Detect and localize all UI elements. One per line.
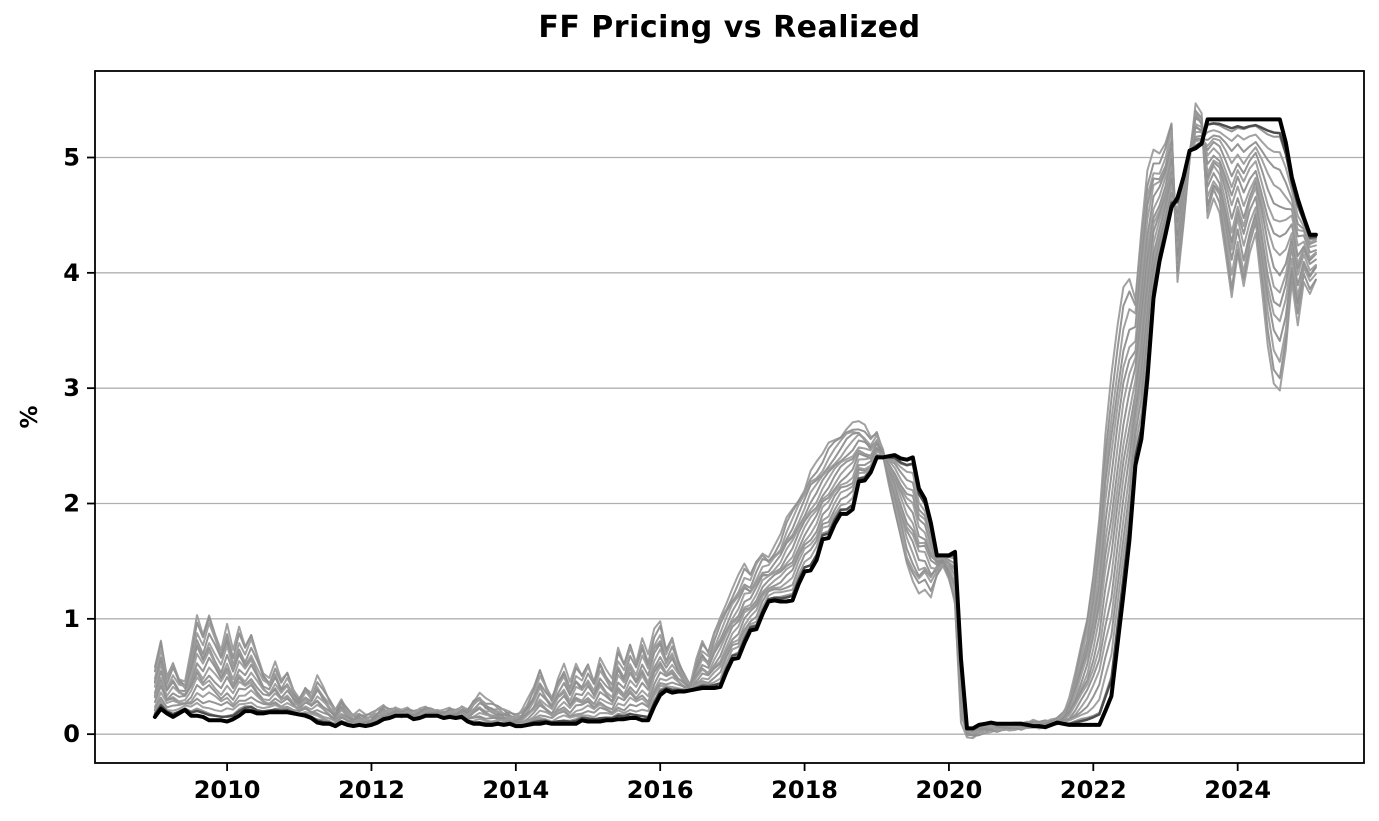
x-tick-label: 2020 <box>916 776 983 804</box>
x-tick-label: 2018 <box>771 776 838 804</box>
pricing-line <box>153 129 1317 732</box>
x-tick-label: 2010 <box>194 776 261 804</box>
x-tick-label: 2022 <box>1060 776 1127 804</box>
plot-border <box>94 70 1365 764</box>
y-tick-label: 3 <box>63 374 80 402</box>
y-tick-label: 0 <box>63 720 80 748</box>
y-tick-label: 4 <box>63 259 80 287</box>
y-axis-label: % <box>17 405 43 429</box>
x-tick-label: 2024 <box>1204 776 1271 804</box>
y-tick-label: 2 <box>63 490 80 518</box>
pricing-line <box>153 112 1317 737</box>
chart-title: FF Pricing vs Realized <box>538 10 921 45</box>
pricing-line <box>153 124 1317 733</box>
pricing-line <box>153 126 1317 735</box>
x-tick-label: 2016 <box>627 776 694 804</box>
x-tick-label: 2014 <box>482 776 549 804</box>
x-tick-label: 2012 <box>338 776 405 804</box>
realized-line <box>152 117 1318 731</box>
pricing-line <box>153 134 1317 731</box>
y-tick-label: 1 <box>63 605 80 633</box>
y-tick-label: 5 <box>63 144 80 172</box>
